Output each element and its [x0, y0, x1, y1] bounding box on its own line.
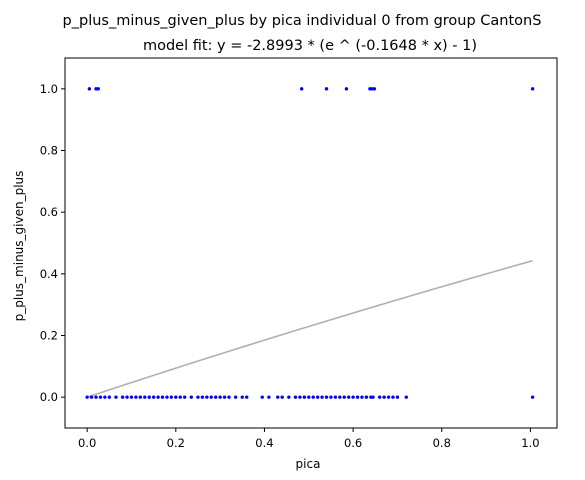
data-point — [382, 395, 386, 399]
data-point — [404, 395, 408, 399]
data-point — [307, 395, 311, 399]
data-point — [138, 395, 143, 399]
x-axis: 0.0 0.2 0.4 0.6 0.8 1.0 — [78, 428, 540, 450]
data-point — [530, 395, 535, 399]
y-tick-label: 1.0 — [40, 82, 58, 96]
data-point — [103, 395, 107, 399]
data-point — [293, 395, 298, 399]
fit-line — [86, 259, 533, 398]
data-point — [107, 395, 112, 399]
x-tick-label: 1.0 — [521, 436, 539, 450]
data-point — [178, 395, 182, 399]
data-point — [324, 395, 329, 399]
axes-frame — [64, 57, 558, 429]
y-axis-label: p_plus_minus_given_plus — [12, 171, 26, 322]
x-tick-label: 0.6 — [344, 436, 362, 450]
data-point — [351, 395, 355, 399]
data-point — [89, 395, 94, 399]
x-tick-label: 0.8 — [433, 436, 451, 450]
data-point — [165, 395, 169, 399]
data-point — [151, 395, 156, 399]
data-point — [342, 395, 346, 399]
y-axis: 0.0 0.2 0.4 0.6 0.8 1.0 — [40, 82, 65, 404]
data-point — [287, 395, 291, 399]
data-point — [85, 395, 89, 399]
data-point — [205, 395, 209, 399]
data-point — [143, 395, 147, 399]
data-point — [209, 395, 213, 399]
data-point — [260, 395, 264, 399]
fit-line-layer — [86, 259, 533, 398]
data-point — [94, 395, 98, 399]
data-point — [371, 395, 375, 399]
data-point — [344, 87, 349, 91]
x-tick-label: 0.4 — [255, 436, 273, 450]
data-point — [386, 395, 391, 399]
data-point — [276, 395, 280, 399]
data-point — [395, 395, 400, 399]
data-point — [129, 395, 134, 399]
data-point — [320, 395, 324, 399]
y-tick-label: 0.8 — [40, 144, 58, 158]
data-point — [200, 395, 205, 399]
y-tick-label: 0.0 — [40, 390, 58, 404]
data-point — [298, 395, 302, 399]
data-point — [240, 395, 244, 399]
data-point — [245, 395, 249, 399]
data-point — [378, 395, 382, 399]
data-point — [196, 395, 200, 399]
data-point — [299, 87, 304, 91]
data-point — [333, 395, 338, 399]
y-tick-label: 0.2 — [40, 329, 58, 343]
data-point — [227, 395, 231, 399]
data-point — [147, 395, 151, 399]
data-point — [125, 395, 129, 399]
data-point — [222, 395, 227, 399]
data-point — [346, 395, 351, 399]
x-axis-label: pica — [296, 457, 321, 471]
chart-title: p_plus_minus_given_plus by pica individu… — [63, 13, 542, 29]
data-point — [182, 395, 187, 399]
data-point — [315, 395, 320, 399]
x-tick-label: 0.0 — [78, 436, 96, 450]
y-tick-label: 0.4 — [40, 267, 58, 281]
data-point — [360, 395, 364, 399]
data-point — [280, 395, 284, 399]
data-point — [338, 395, 342, 399]
data-point — [364, 395, 369, 399]
chart-subtitle: model fit: y = -2.8993 * (e ^ (-0.1648 *… — [143, 38, 477, 54]
data-point — [214, 395, 218, 399]
data-point — [372, 87, 377, 91]
plot-area — [64, 57, 558, 429]
data-point — [530, 87, 535, 91]
data-point — [391, 395, 395, 399]
data-point — [156, 395, 160, 399]
data-point — [302, 395, 307, 399]
data-points-layer — [85, 87, 535, 399]
y-tick-label: 0.6 — [40, 205, 58, 219]
data-point — [160, 395, 165, 399]
data-point — [120, 395, 125, 399]
data-point — [267, 395, 271, 399]
data-point — [174, 395, 178, 399]
data-point — [311, 395, 315, 399]
x-tick-label: 0.2 — [167, 436, 185, 450]
data-point — [169, 395, 174, 399]
data-point — [134, 395, 138, 399]
data-point — [114, 395, 118, 399]
data-point — [324, 87, 329, 91]
data-point — [329, 395, 333, 399]
data-point — [96, 87, 100, 91]
data-point — [355, 395, 360, 399]
data-point — [189, 395, 194, 399]
data-point — [87, 87, 92, 91]
data-point — [98, 395, 103, 399]
data-point — [218, 395, 222, 399]
data-point — [233, 395, 238, 399]
